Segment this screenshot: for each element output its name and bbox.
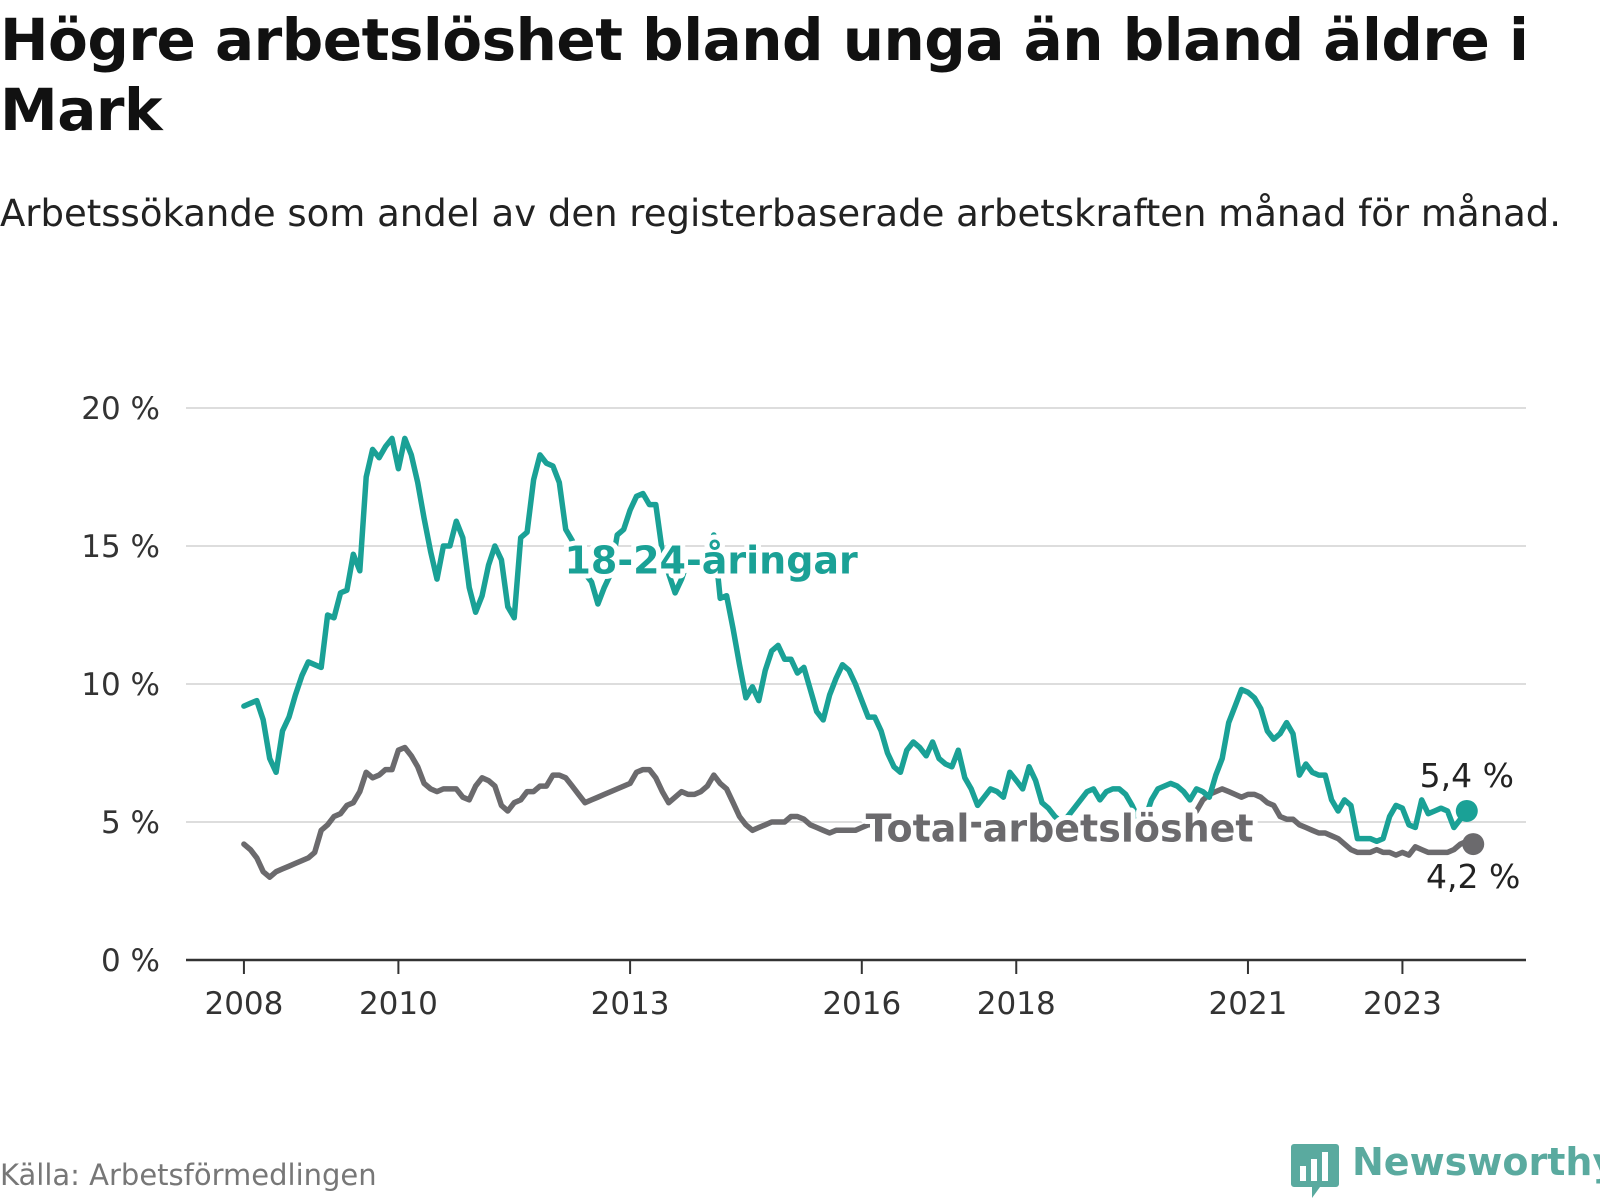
- x-tick-label: 2010: [359, 986, 438, 1022]
- x-tick-label: 2013: [591, 986, 670, 1022]
- end-value-label-total: 4,2 %: [1426, 857, 1520, 896]
- y-tick-label: 0 %: [101, 943, 160, 979]
- grid-lines: [186, 407, 1526, 823]
- newsworthy-logo-icon: [1291, 1144, 1339, 1198]
- source-note: Källa: Arbetsförmedlingen: [0, 1158, 377, 1192]
- x-tick-label: 2021: [1209, 986, 1288, 1022]
- x-tick-label: 2016: [822, 986, 901, 1022]
- chart-title: Högre arbetslöshet bland unga än bland ä…: [0, 6, 1529, 144]
- x-tick-label: 2008: [204, 986, 283, 1022]
- y-tick-label: 20 %: [81, 391, 160, 427]
- end-value-label-youth: 5,4 %: [1420, 756, 1514, 795]
- series-end-dot-youth: [1455, 799, 1478, 822]
- brand-name: Newsworthy: [1352, 1140, 1600, 1184]
- x-tick-label: 2023: [1363, 986, 1442, 1022]
- series-labels: 18-24-åringar Total arbetslöshet 5,4 % 4,2 …: [559, 534, 1524, 900]
- y-tick-label: 10 %: [81, 667, 160, 703]
- series-end-dot-total: [1462, 833, 1485, 856]
- series-label-total: Total arbetslöshet: [866, 806, 1254, 850]
- axes: 0 % 5 % 10 % 15 % 20 % 2008 2010 2013 2016 2018 20…: [81, 391, 1526, 1022]
- y-tick-label: 15 %: [81, 529, 160, 565]
- x-tick-label: 2018: [977, 986, 1056, 1022]
- series-label-youth: 18-24-åringar: [564, 539, 858, 583]
- y-tick-label: 5 %: [101, 805, 160, 841]
- newsworthy-logo: Newsworthy: [1290, 1140, 1600, 1200]
- chart-subtitle: Arbetssökande som andel av den registerb…: [0, 192, 1561, 235]
- series-lines: [241, 435, 1485, 880]
- series-line-youth: [241, 435, 1470, 845]
- series-line-total: [241, 744, 1476, 880]
